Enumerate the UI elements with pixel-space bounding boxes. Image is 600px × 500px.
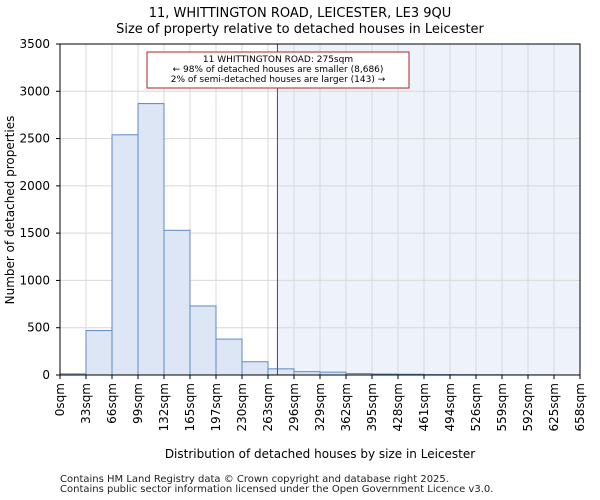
y-tick-label: 3500 (19, 37, 50, 51)
x-tick-label: 329sqm (313, 383, 327, 431)
x-tick-label: 494sqm (443, 383, 457, 431)
x-tick-label: 592sqm (521, 383, 535, 431)
x-tick-label: 526sqm (469, 383, 483, 431)
x-axis-label: Distribution of detached houses by size … (165, 447, 475, 461)
footer-line-2: Contains public sector information licen… (60, 484, 494, 495)
x-tick-label: 395sqm (365, 383, 379, 431)
x-tick-label: 66sqm (105, 383, 119, 424)
bar-197sqm (215, 338, 243, 376)
x-tick-label: 197sqm (209, 383, 223, 431)
x-tick-label: 230sqm (235, 383, 249, 431)
highlight-region (277, 44, 580, 375)
y-tick-label: 500 (27, 321, 50, 335)
x-tick-label: 99sqm (131, 383, 145, 424)
chart-subtitle: Size of property relative to detached ho… (116, 22, 484, 37)
y-tick-label: 2000 (19, 179, 50, 193)
annotation-box (146, 51, 410, 89)
x-tick-label: 461sqm (417, 383, 431, 431)
bar-33sqm (85, 330, 113, 376)
y-tick-label: 3000 (19, 84, 50, 98)
x-tick-label: 263sqm (261, 383, 275, 431)
chart-title: 11, WHITTINGTON ROAD, LEICESTER, LE3 9QU (149, 6, 452, 21)
x-tick-label: 362sqm (339, 383, 353, 431)
y-tick-label: 2500 (19, 132, 50, 146)
y-axis-ticks: 0 500 1000 1500 2000 2500 3000 3500 (19, 37, 60, 382)
y-tick-label: 1000 (19, 273, 50, 287)
x-tick-label: 0sqm (53, 383, 67, 416)
bars (59, 103, 555, 376)
bar-132sqm (163, 229, 191, 376)
annotation-line-3: 2% of semi-detached houses are larger (1… (171, 75, 386, 85)
annotation-line-1: 11 WHITTINGTON ROAD: 275sqm (203, 55, 353, 65)
x-tick-label: 625sqm (547, 383, 561, 431)
x-tick-label: 428sqm (391, 383, 405, 431)
annotation-line-2: ← 98% of detached houses are smaller (8,… (173, 65, 384, 75)
x-tick-label: 658sqm (573, 383, 587, 431)
bar-165sqm (189, 305, 217, 376)
footer-line-1: Contains HM Land Registry data © Crown c… (60, 474, 449, 485)
y-tick-label: 1500 (19, 226, 50, 240)
y-axis-label: Number of detached properties (3, 116, 17, 305)
bar-99sqm (137, 103, 165, 376)
bar-230sqm (241, 361, 269, 376)
x-tick-label: 132sqm (157, 383, 171, 431)
bar-66sqm (111, 134, 139, 376)
bar-263sqm (267, 368, 295, 376)
x-tick-label: 296sqm (287, 383, 301, 431)
x-axis-ticks: 0sqm 33sqm 66sqm 99sqm 132sqm 165sqm 197sqm 230… (53, 375, 587, 431)
y-tick-label: 0 (42, 368, 50, 382)
x-tick-label: 33sqm (79, 383, 93, 424)
annotation: 11 WHITTINGTON ROAD: 275sqm ← 98% of det… (146, 51, 410, 89)
x-tick-label: 165sqm (183, 383, 197, 431)
x-tick-label: 559sqm (495, 383, 509, 431)
